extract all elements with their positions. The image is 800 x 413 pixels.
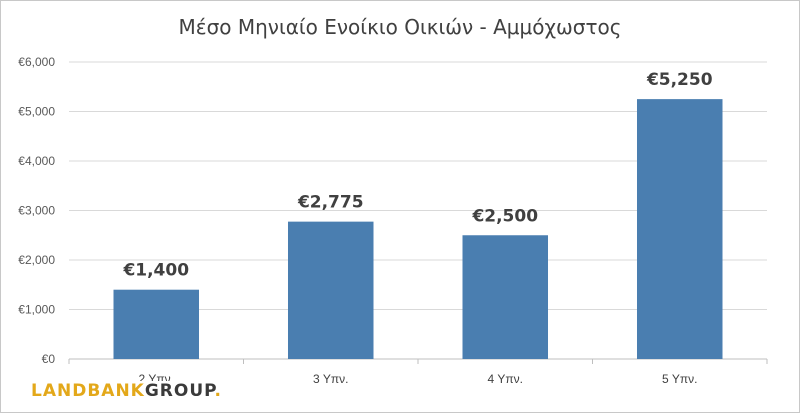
y-tick-label: €3,000 <box>18 204 55 218</box>
logo-part-landbank: LANDBANK <box>31 381 145 401</box>
x-tick-label: 3 Υπν. <box>313 372 348 386</box>
logo-part-group: GROUP <box>144 381 215 401</box>
y-tick-label: €4,000 <box>18 154 55 168</box>
y-axis-ticks: €0 €1,000 €2,000 €3,000 €4,000 €5,000 €6,000 <box>18 55 55 366</box>
x-tick-label: 4 Υπν. <box>488 372 523 386</box>
bar <box>287 221 374 359</box>
y-tick-label: €2,000 <box>18 253 55 267</box>
data-label: €2,500 <box>471 206 538 226</box>
x-tick-label: 5 Υπν. <box>662 372 697 386</box>
y-tick-label: €6,000 <box>18 55 55 69</box>
data-label: €2,775 <box>297 193 364 213</box>
bar <box>636 99 723 359</box>
data-labels: €1,400 €2,775 €2,500 €5,250 <box>122 70 712 281</box>
bar <box>462 235 549 359</box>
y-tick-label: €1,000 <box>18 303 55 317</box>
landbank-group-logo: LANDBANKGROUP. <box>29 381 225 401</box>
y-tick-label: €5,000 <box>18 105 55 119</box>
logo-dot: . <box>214 381 222 401</box>
bars <box>113 99 723 359</box>
y-tick-label: €0 <box>42 352 56 366</box>
data-label: €1,400 <box>122 261 189 281</box>
data-label: €5,250 <box>646 70 713 90</box>
chart-title: Μέσο Μηνιαίο Ενοίκιο Οικιών - Αμμόχωστος <box>178 15 622 39</box>
x-category-separators <box>68 359 768 364</box>
bar <box>113 289 200 359</box>
